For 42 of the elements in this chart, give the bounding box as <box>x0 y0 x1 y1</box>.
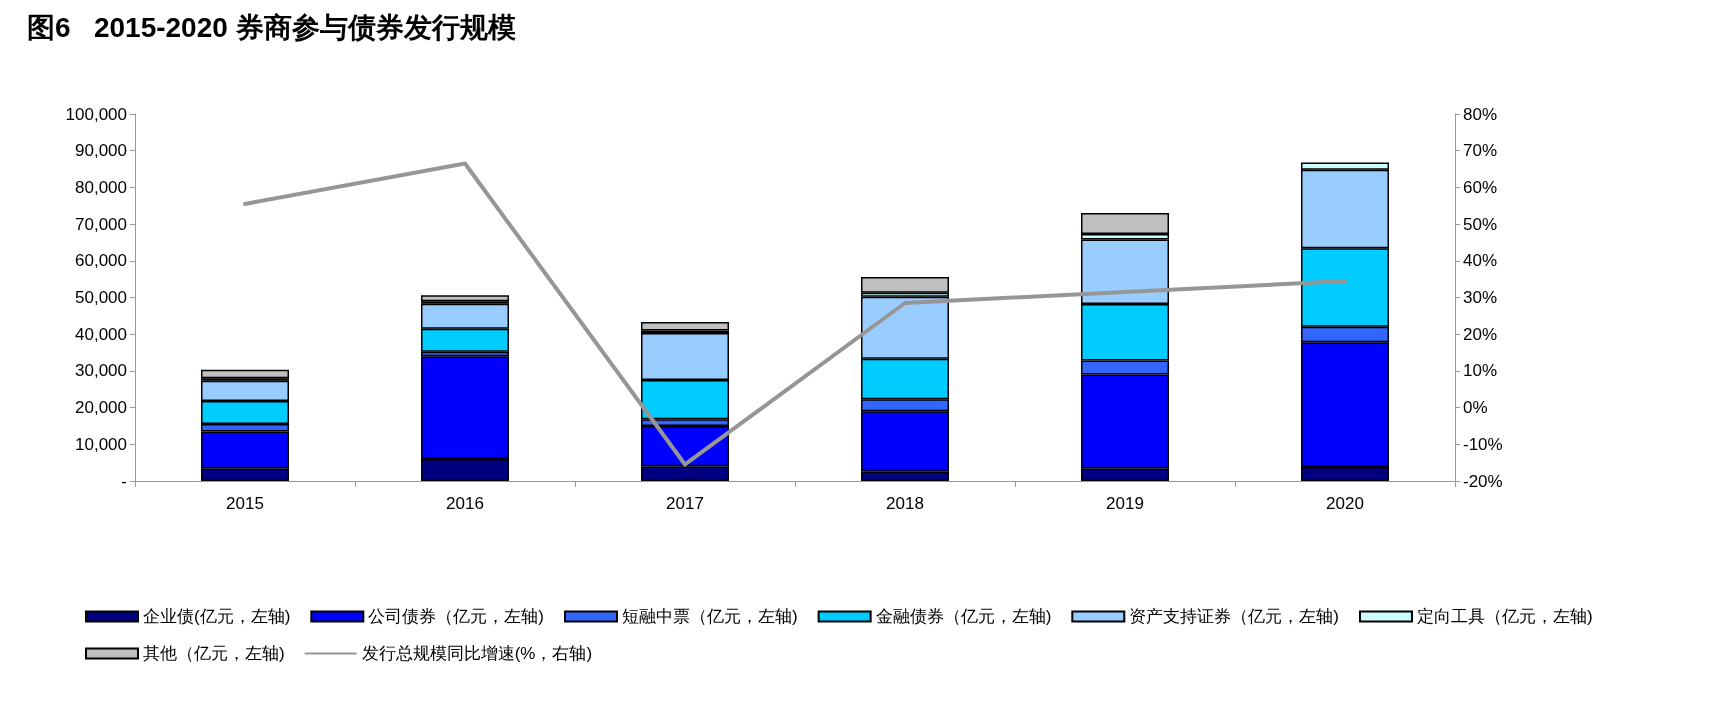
y2-tick-label: 10% <box>1463 361 1498 381</box>
bar <box>861 276 949 293</box>
y-tick-label: 90,000 <box>75 141 127 161</box>
y2-tick-label: 80% <box>1463 104 1498 124</box>
bar <box>641 322 729 331</box>
y-tick-label: 30,000 <box>75 361 127 381</box>
bar <box>421 295 509 302</box>
x-tick-label: 2015 <box>226 494 264 513</box>
legend-label: 金融债券（亿元，左轴) <box>875 607 1052 626</box>
y-tick-label: 70,000 <box>75 214 127 234</box>
legend-label: 企业债(亿元，左轴) <box>143 607 291 626</box>
x-tick-label: 2019 <box>1106 494 1144 513</box>
legend-label: 短融中票（亿元，左轴) <box>621 607 798 626</box>
y-tick-label: 40,000 <box>75 324 127 344</box>
x-tick-label: 2017 <box>666 494 704 513</box>
y-tick-label: 80,000 <box>75 177 127 197</box>
legend-label: 发行总规模同比增速(%，右轴) <box>361 644 593 663</box>
legend-label: 其他（亿元，左轴) <box>143 644 285 663</box>
y-tick-label: 100,000 <box>65 104 127 124</box>
y2-tick-label: 0% <box>1463 398 1488 418</box>
y-tick-label: 60,000 <box>75 251 127 271</box>
x-tick-label: 2018 <box>886 494 924 513</box>
y2-tick-label: 60% <box>1463 177 1498 197</box>
line-series <box>243 161 1347 467</box>
y2-tick-label: 50% <box>1463 214 1498 234</box>
y-tick-label: 20,000 <box>75 398 127 418</box>
y2-tick-label: 30% <box>1463 288 1498 307</box>
y2-tick-label: -10% <box>1463 434 1503 454</box>
x-tick-label: 2016 <box>446 494 484 513</box>
y-tick-label: 10,000 <box>75 434 127 454</box>
y-tick-label: - <box>121 471 127 491</box>
y2-tick-label: 70% <box>1463 141 1498 161</box>
legend-label: 公司债券（亿元，左轴) <box>368 607 544 626</box>
y2-tick-label: -20% <box>1463 471 1503 491</box>
legend-label: 资产支持证券（亿元，左轴) <box>1129 607 1339 626</box>
chart-title: 图6 2015-2020 券商参与债券发行规模 <box>27 11 516 43</box>
y2-tick-label: 40% <box>1463 251 1498 271</box>
legend-label: 定向工具（亿元，左轴) <box>1416 607 1593 626</box>
y-tick-label: 50,000 <box>75 288 127 307</box>
y2-tick-label: 20% <box>1463 324 1498 344</box>
x-tick-label: 2020 <box>1326 494 1364 513</box>
bar <box>201 369 289 379</box>
